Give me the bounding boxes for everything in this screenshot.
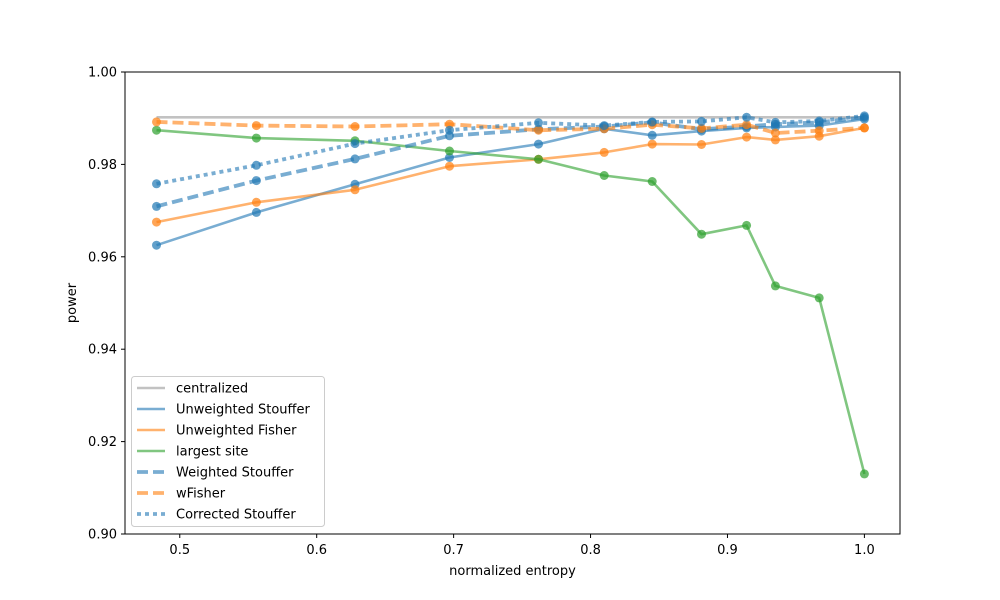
legend-label-corrected-stouffer: Corrected Stouffer: [176, 508, 296, 523]
legend-box: [131, 376, 325, 527]
data-point-unweighted-fisher: [251, 197, 261, 207]
data-point-corrected-stouffer: [742, 112, 752, 122]
data-point-wfisher: [152, 117, 161, 127]
series-line-unweighted-fisher: [156, 126, 865, 224]
data-point-corrected-stouffer: [152, 179, 161, 189]
data-point-unweighted-fisher: [742, 132, 752, 142]
data-point-unweighted-fisher: [152, 217, 161, 227]
data-point-wfisher: [534, 125, 543, 135]
x-tick-label: 0.5: [169, 543, 190, 558]
data-point-unweighted-fisher: [599, 147, 609, 157]
data-point-wfisher: [742, 120, 752, 130]
data-point-unweighted-fisher: [770, 135, 780, 145]
x-axis-label: normalized entropy: [449, 564, 576, 579]
data-point-largest-site: [251, 133, 261, 143]
data-point-largest-site: [599, 171, 609, 180]
data-point-largest-site: [742, 220, 752, 230]
series-line-corrected-stouffer: [156, 114, 865, 186]
data-point-largest-site: [152, 125, 161, 135]
data-point-corrected-stouffer: [534, 118, 543, 128]
plot-marks: [152, 111, 869, 479]
data-point-weighted-stouffer: [251, 176, 261, 186]
plot-frame: [124, 71, 901, 535]
data-point-corrected-stouffer: [770, 117, 780, 127]
data-point-unweighted-stouffer: [152, 240, 161, 250]
series-line-weighted-stouffer: [156, 115, 865, 209]
data-point-largest-site: [770, 281, 780, 291]
data-point-wfisher: [350, 122, 360, 131]
series-line-wfisher: [156, 120, 865, 135]
y-axis-label: power: [65, 282, 80, 323]
data-point-corrected-stouffer: [251, 160, 261, 170]
legend-label-largest-site: largest site: [176, 445, 248, 460]
series-line-largest-site: [156, 128, 866, 475]
y-tick-label: 0.90: [88, 528, 117, 543]
data-point-corrected-stouffer: [697, 116, 706, 126]
legend: centralized Unweighted Stouffer Unweighted…: [131, 376, 325, 527]
x-tick-label: 0.7: [443, 543, 464, 558]
x-tick-label: 1.0: [854, 543, 875, 558]
data-point-largest-site: [697, 229, 706, 239]
x-tick-label: 0.6: [306, 543, 327, 558]
data-point-corrected-stouffer: [647, 117, 657, 127]
axes: 0.5 0.6 0.7 0.8 0.9 1.0 0.90 0.92 0.94 0.96 0.98 1.…: [88, 66, 875, 559]
data-point-largest-site: [859, 469, 869, 479]
data-point-wfisher: [814, 126, 824, 136]
data-point-wfisher: [859, 123, 869, 133]
data-point-unweighted-stouffer: [534, 139, 543, 149]
data-point-corrected-stouffer: [599, 121, 609, 131]
data-point-weighted-stouffer: [350, 154, 360, 164]
data-point-largest-site: [445, 146, 454, 156]
data-point-unweighted-fisher: [697, 140, 706, 149]
legend-label-unweighted-stouffer: Unweighted Stouffer: [176, 403, 310, 418]
data-point-largest-site: [534, 154, 543, 164]
x-tick-label: 0.9: [717, 543, 738, 558]
data-point-unweighted-stouffer: [251, 207, 261, 217]
data-point-corrected-stouffer: [350, 139, 360, 149]
legend-label-weighted-stouffer: Weighted Stouffer: [176, 466, 294, 481]
data-point-unweighted-fisher: [647, 139, 657, 149]
data-point-unweighted-fisher: [445, 161, 454, 171]
y-tick-label: 1.00: [88, 66, 117, 81]
data-point-unweighted-stouffer: [647, 130, 657, 140]
data-point-wfisher: [770, 128, 780, 138]
y-tick-label: 0.92: [88, 435, 117, 450]
data-point-unweighted-stouffer: [445, 153, 454, 162]
legend-label-wfisher: wFisher: [176, 487, 226, 502]
x-tick-label: 0.8: [580, 543, 601, 558]
data-point-corrected-stouffer: [859, 111, 869, 121]
y-tick-label: 0.98: [88, 158, 117, 173]
data-point-largest-site: [814, 293, 824, 303]
y-tick-label: 0.94: [88, 343, 117, 358]
series-line-unweighted-stouffer: [156, 117, 865, 247]
legend-label-unweighted-fisher: Unweighted Fisher: [176, 424, 297, 439]
data-point-wfisher: [697, 123, 706, 133]
y-tick-label: 0.96: [88, 250, 117, 265]
data-point-largest-site: [647, 177, 657, 186]
data-point-weighted-stouffer: [152, 201, 161, 211]
data-point-corrected-stouffer: [445, 125, 454, 135]
data-point-unweighted-fisher: [350, 185, 360, 195]
data-point-wfisher: [251, 121, 261, 131]
legend-label-centralized: centralized: [176, 382, 248, 397]
data-point-corrected-stouffer: [814, 116, 824, 126]
